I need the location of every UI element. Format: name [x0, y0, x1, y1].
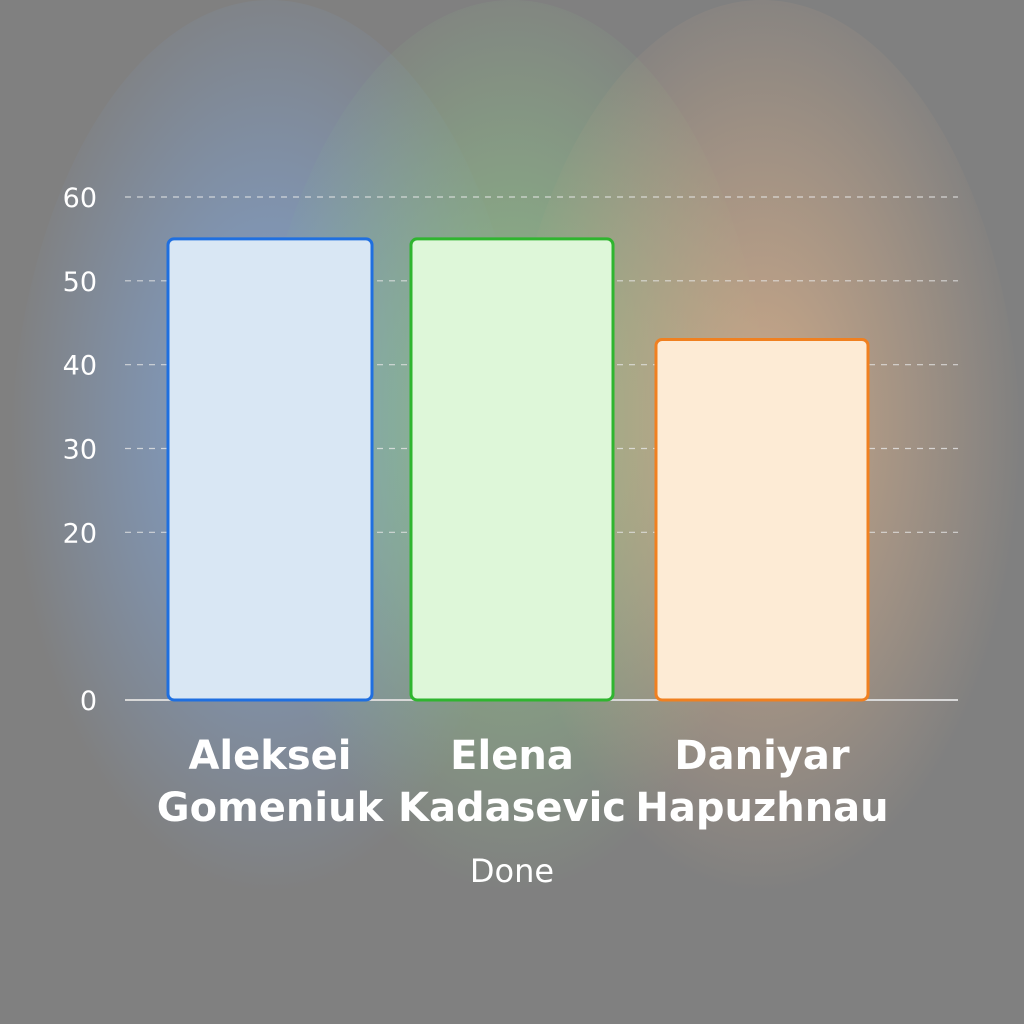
y-axis-ticks: 0 20 30 40 50 60 — [63, 183, 97, 717]
y-tick-label: 50 — [63, 267, 97, 298]
y-tick-label: 30 — [63, 435, 97, 466]
x-tick-label: Daniyar Hapuzhnau — [635, 733, 888, 831]
y-tick-label: 40 — [63, 351, 97, 382]
bar — [409, 237, 615, 702]
y-tick-label: 0 — [80, 686, 97, 717]
y-tick-label: 20 — [63, 518, 97, 549]
x-axis-title: Done — [470, 852, 554, 890]
x-tick-label: Aleksei Gomeniuk — [157, 733, 385, 831]
bar — [654, 338, 870, 702]
bar — [166, 237, 374, 702]
bars — [166, 237, 870, 702]
y-tick-label: 60 — [63, 183, 97, 214]
x-tick-label: Elena Kadasevic — [398, 733, 626, 831]
